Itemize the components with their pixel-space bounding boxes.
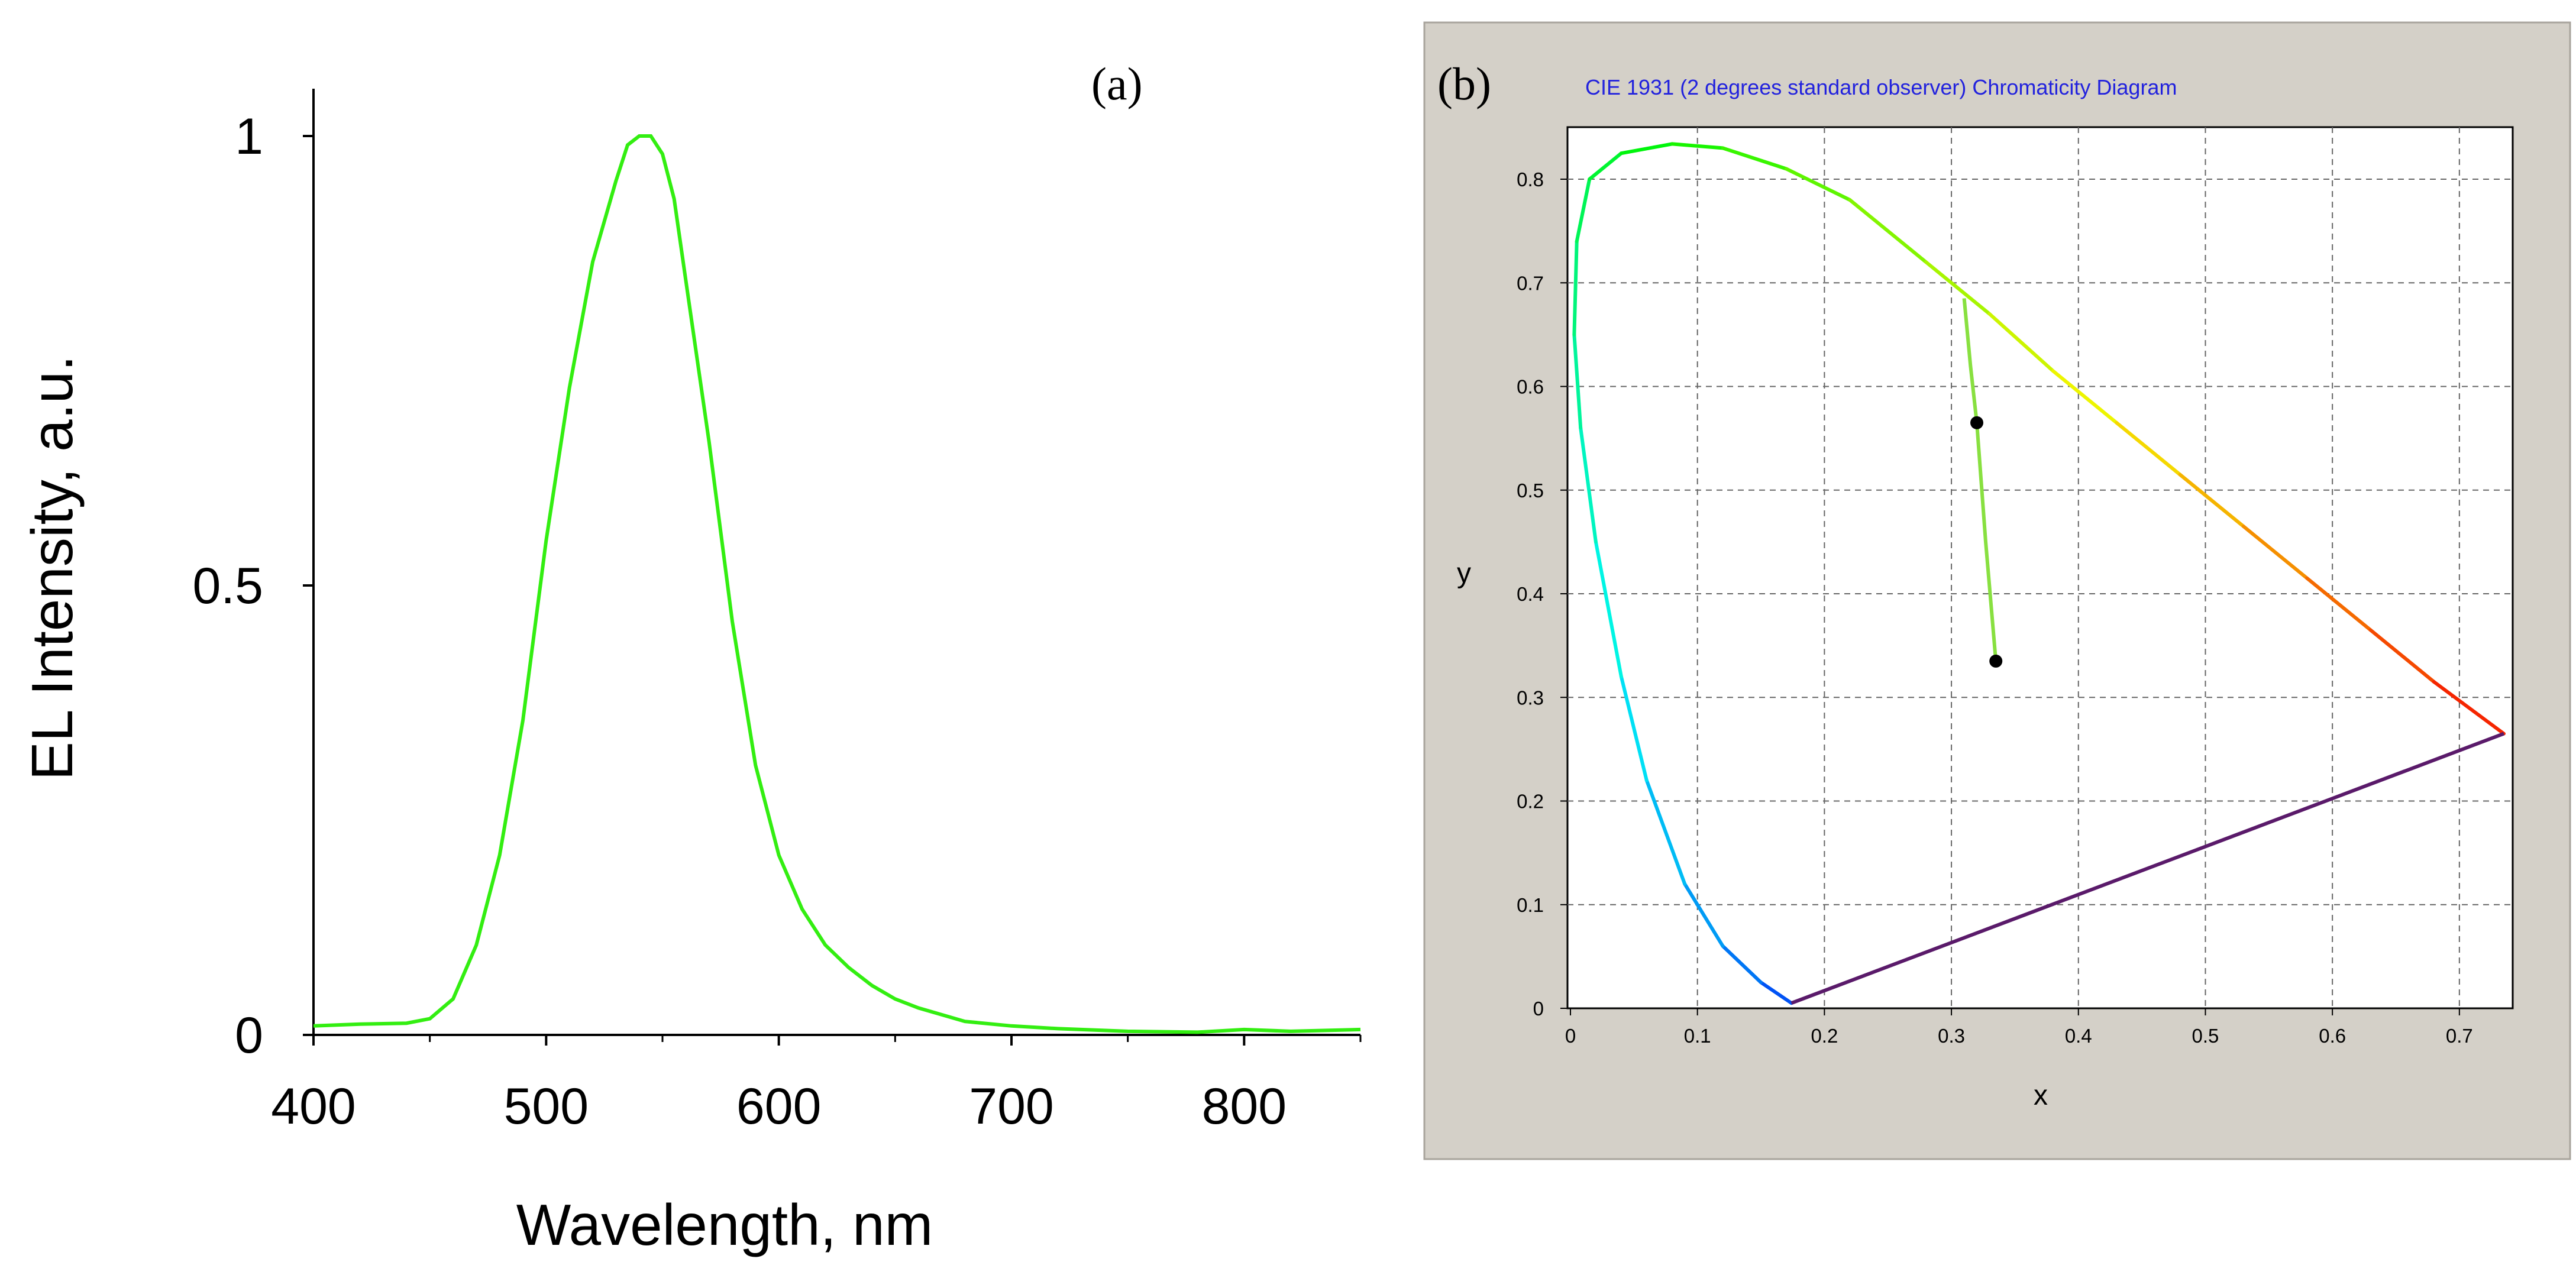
panel-a-axes (312, 89, 1360, 1036)
cie-locus-segment (2178, 473, 2245, 529)
cie-locus-segment (2241, 525, 2309, 580)
cie-x-tick-label: 0.7 (2446, 1025, 2473, 1047)
cie-chart-title: CIE 1931 (2 degrees standard observer) C… (1585, 75, 2177, 99)
panel-a-x-tick-label: 700 (969, 1078, 1054, 1135)
cie-x-tick-label: 0.5 (2192, 1025, 2219, 1047)
cie-locus-segment (1588, 151, 1623, 181)
cie-locus-segment (1575, 177, 1592, 244)
cie-locus-segment (1644, 778, 1687, 886)
panel-a-y-tick-label: 1 (235, 108, 263, 165)
cie-locus-segment (1594, 540, 1623, 679)
cie-x-tick-label: 0.3 (1938, 1025, 1965, 1047)
cie-locus-segment (1619, 675, 1649, 782)
cie-locus-segment (1619, 142, 1674, 156)
panel-a-y-tick-label: 0 (235, 1007, 263, 1064)
cie-locus-segment (2051, 369, 2119, 425)
cie-locus-segment (2115, 420, 2182, 477)
cie-locus-segment (1924, 260, 1992, 316)
cie-y-tick-label: 0.7 (1517, 272, 1544, 294)
cie-y-tick-label: 0 (1533, 998, 1544, 1020)
cie-grid (1567, 127, 2513, 1008)
cie-locus-segment (1670, 142, 1725, 150)
panel-b-cie-diagram: (b) CIE 1931 (2 degrees standard observe… (1423, 21, 2571, 1160)
panel-a-ylabel: EL Intensity, a.u. (20, 355, 85, 780)
cie-x-tick-label: 0.6 (2319, 1025, 2346, 1047)
cie-locus-segment (1721, 944, 1763, 985)
panel-a-x-tick-label: 400 (271, 1078, 356, 1135)
cie-y-tick-label: 0.8 (1517, 169, 1544, 190)
cie-locus-segment (1759, 981, 1793, 1005)
cie-x-tick-label: 0.4 (2065, 1025, 2092, 1047)
panel-a-ticks: 400 500 600 700 800 0 0.5 1 (192, 108, 1362, 1135)
cie-ticks: 0 0.1 0.2 0.3 0.4 0.5 0.6 0.7 0 0.1 0.2 0.3 0.4 0.5 0.… (1517, 169, 2473, 1047)
cie-xlabel: x (2034, 1080, 2048, 1111)
cie-y-tick-label: 0.3 (1517, 687, 1544, 708)
panel-a-x-tick-label: 500 (504, 1078, 589, 1135)
cie-locus-segment (1848, 198, 1928, 264)
cie-locus-segment (2432, 680, 2506, 736)
cie-locus-segment (1572, 240, 1579, 336)
el-spectrum-line (313, 134, 1361, 1034)
cie-y-tick-label: 0.2 (1517, 791, 1544, 813)
cie-x-tick-label: 0.2 (1811, 1025, 1838, 1047)
cie-locus-segment (1987, 312, 2055, 373)
panel-a-x-tick-label: 800 (1202, 1078, 1287, 1135)
cie-locus-segment (2305, 576, 2373, 632)
cie-x-tick-label: 0.1 (1684, 1025, 1711, 1047)
cie-ylabel: y (1457, 558, 1471, 589)
cie-plot-area (1566, 126, 2514, 1009)
cie-points (1970, 416, 2003, 668)
panel-a-xlabel: Wavelength, nm (516, 1192, 933, 1257)
panel-a-y-tick-label: 0.5 (192, 558, 263, 614)
panel-a-x-tick-label: 600 (736, 1078, 822, 1135)
cie-spectral-locus (1572, 142, 2506, 1005)
cie-locus-segment (1579, 426, 1598, 544)
cie-locus-segment (1572, 332, 1583, 430)
cie-locus-segment (1721, 146, 1788, 171)
cie-y-tick-label: 0.1 (1517, 894, 1544, 916)
cie-locus-segment (1683, 882, 1725, 948)
cie-locus-segment (2368, 628, 2436, 684)
cie-y-tick-label: 0.6 (1517, 376, 1544, 398)
panel-a-label: (a) (1091, 58, 1143, 109)
cie-y-tick-label: 0.5 (1517, 480, 1544, 501)
cie-locus-segment (1785, 167, 1852, 202)
cie-data-point (1989, 654, 2003, 668)
cie-data-point (1970, 416, 1984, 429)
cie-purple-line (1790, 732, 2505, 1005)
panel-b-label: (b) (1437, 58, 1491, 109)
cie-y-tick-label: 0.4 (1517, 583, 1544, 605)
cie-x-tick-label: 0 (1565, 1025, 1576, 1047)
